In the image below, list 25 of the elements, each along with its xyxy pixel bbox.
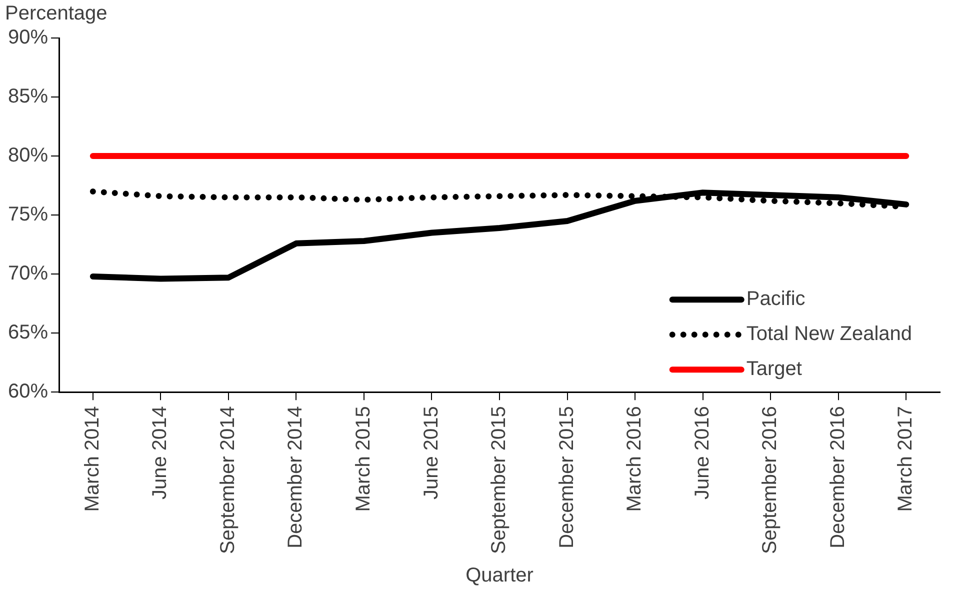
y-axis-title: Percentage <box>5 2 108 25</box>
x-tick-label: December 2015 <box>556 406 578 548</box>
y-tick-label: 60% <box>8 380 48 403</box>
x-tick-label: June 2015 <box>420 406 442 500</box>
x-tick-label: September 2016 <box>759 406 782 554</box>
y-tick-label: 75% <box>8 204 48 226</box>
y-tick-label: 70% <box>8 262 48 285</box>
legend-label: Pacific <box>746 288 806 310</box>
x-axis-title: Quarter <box>466 564 534 587</box>
x-tick-label: December 2016 <box>826 406 849 548</box>
x-tick-label: September 2014 <box>216 406 239 554</box>
y-tick-label: 85% <box>8 86 48 108</box>
x-tick-label: September 2015 <box>488 406 510 554</box>
x-tick-label: June 2014 <box>149 406 172 500</box>
x-tick-label: March 2015 <box>352 406 374 512</box>
y-tick-label: 65% <box>8 322 48 344</box>
x-tick-label: March 2016 <box>624 406 646 512</box>
y-tick-label: 90% <box>8 26 48 49</box>
x-tick-label: March 2017 <box>894 406 917 512</box>
legend-label: Total New Zealand <box>746 323 912 346</box>
x-tick-label: June 2016 <box>691 406 714 500</box>
x-tick-label: March 2014 <box>81 406 104 512</box>
legend-label: Target <box>746 358 802 380</box>
y-tick-label: 80% <box>8 144 48 167</box>
x-tick-label: December 2014 <box>284 406 307 548</box>
